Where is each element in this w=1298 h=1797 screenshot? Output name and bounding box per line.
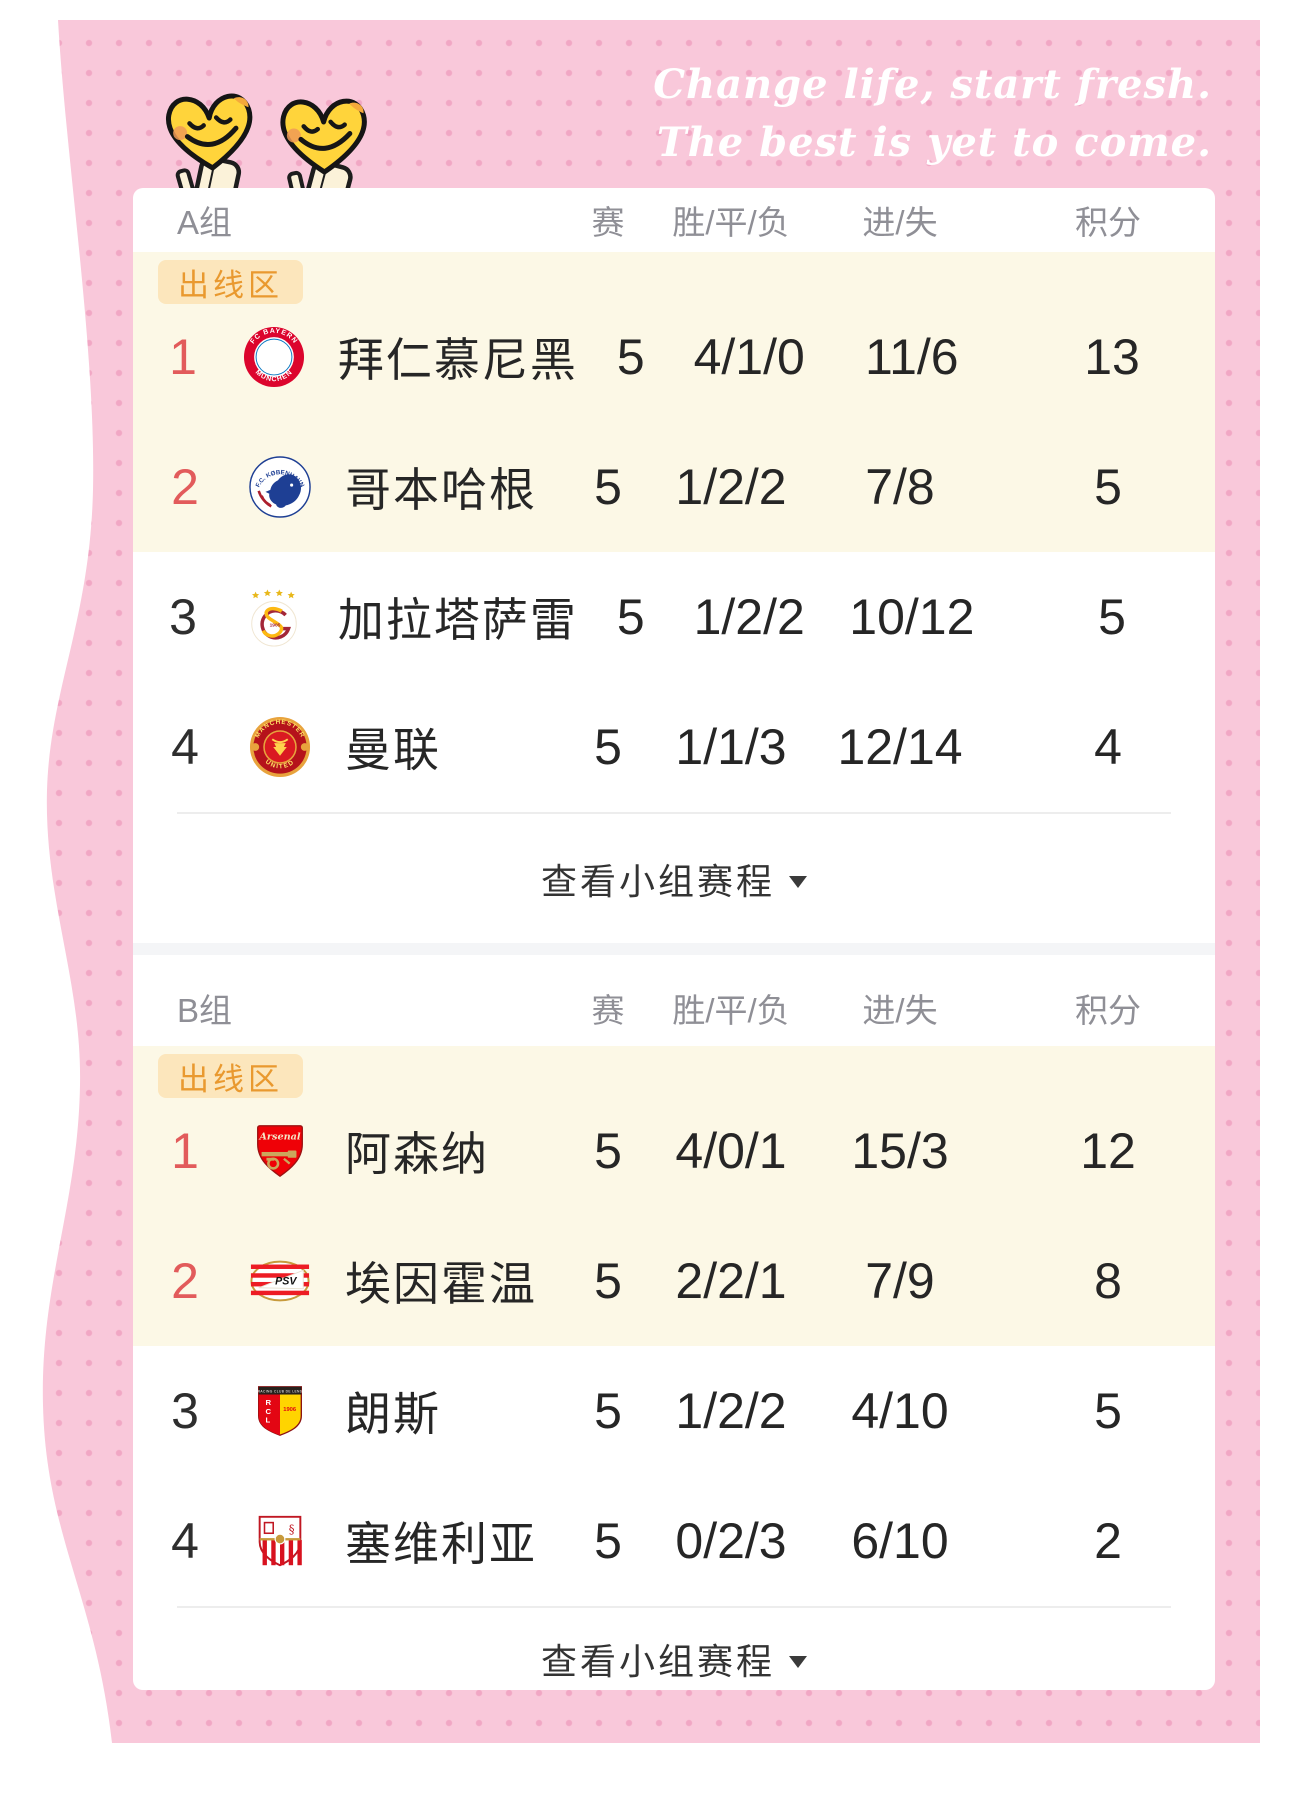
view-group-schedule-label: 查看小组赛程 [540,860,775,902]
col-header-wdl: 胜/平/负 [672,991,790,1029]
team-rank: 2 [171,1253,199,1309]
team-games-played: 5 [594,459,622,515]
team-row: 1 阿森纳 5 4/0/1 15/3 12 [133,1086,1215,1216]
col-header-points: 积分 [1075,991,1141,1029]
col-header-wdl: 胜/平/负 [672,204,790,241]
view-group-schedule-link[interactable]: 查看小组赛程 [133,814,1215,943]
team-rank: 1 [171,1123,199,1179]
team-name: 塞维利亚 [345,1518,537,1570]
team-win-draw-loss: 4/0/1 [675,1123,787,1179]
team-goals-for-against: 10/12 [849,589,975,645]
team-games-played: 5 [594,1383,622,1439]
team-goals-for-against: 11/6 [865,329,959,385]
manutd-logo [237,716,323,778]
team-goals-for-against: 12/14 [837,719,963,775]
team-win-draw-loss: 1/1/3 [675,719,787,775]
team-row: 4 曼联 5 1/1/3 12/14 4 [133,682,1215,812]
team-rank: 3 [169,589,197,645]
team-name: 加拉塔萨雷 [337,594,578,646]
team-games-played: 5 [594,719,622,775]
wavy-left-border [0,20,112,1743]
team-rank: 3 [171,1383,199,1439]
team-games-played: 5 [594,1123,622,1179]
team-games-played: 5 [594,1513,622,1569]
standings-card: A组 赛 胜/平/负 进/失 积分 出线区 1 拜仁慕尼黑 5 4/1/0 11… [133,188,1215,1690]
col-header-games: 赛 [591,991,625,1029]
group-a-section: A组 赛 胜/平/负 进/失 积分 出线区 1 拜仁慕尼黑 5 4/1/0 11… [133,188,1215,943]
col-header-goals: 进/失 [862,204,938,241]
team-points: 5 [1094,459,1122,515]
team-name: 拜仁慕尼黑 [337,334,578,386]
team-row: 1 拜仁慕尼黑 5 4/1/0 11/6 13 [133,292,1215,422]
chevron-down-icon [789,1656,807,1668]
team-name: 朗斯 [345,1388,441,1440]
psv-logo [237,1250,323,1312]
divider [177,812,1171,814]
team-points: 8 [1094,1253,1122,1309]
team-win-draw-loss: 1/2/2 [675,1383,787,1439]
team-games-played: 5 [616,329,645,385]
col-header-points: 积分 [1075,204,1141,241]
group-a-title: A组 [177,204,233,241]
team-row: 2 埃因霍温 5 2/2/1 7/9 8 [133,1216,1215,1346]
team-points: 12 [1080,1123,1136,1179]
team-points: 4 [1094,719,1122,775]
team-points: 13 [1084,329,1140,385]
team-row: 2 哥本哈根 5 1/2/2 7/8 5 [133,422,1215,552]
lens-logo [237,1380,323,1442]
team-rank: 4 [171,1513,199,1569]
copenhagen-logo [237,456,323,518]
team-win-draw-loss: 1/2/2 [693,589,805,645]
team-goals-for-against: 6/10 [851,1513,949,1569]
divider [177,1606,1171,1608]
view-group-schedule-link[interactable]: 查看小组赛程 [133,1608,1215,1690]
team-row: 3 朗斯 5 1/2/2 4/10 5 [133,1346,1215,1476]
team-goals-for-against: 15/3 [851,1123,949,1179]
slogan-line-2: The best is yet to come. [656,119,1212,166]
qualification-badge-row: 出线区 [133,252,1215,304]
col-header-goals: 进/失 [862,991,938,1029]
galatasaray-logo [233,586,316,648]
team-points: 2 [1094,1513,1122,1569]
team-rank: 1 [169,329,197,385]
team-win-draw-loss: 1/2/2 [675,459,787,515]
team-points: 5 [1094,1383,1122,1439]
group-b-header-row: B组 赛 胜/平/负 进/失 积分 [133,955,1215,1046]
team-name: 阿森纳 [345,1128,489,1180]
qualification-badge-row: 出线区 [133,1046,1215,1098]
team-goals-for-against: 7/8 [865,459,935,515]
team-name: 埃因霍温 [345,1258,537,1310]
bayern-logo [233,326,316,388]
slogan-line-1: Change life, start fresh. [653,61,1212,108]
group-b-section: B组 赛 胜/平/负 进/失 积分 出线区 1 阿森纳 5 4/0/1 15/3… [133,955,1215,1690]
section-separator [133,943,1215,955]
team-points: 5 [1098,589,1126,645]
team-row: 3 加拉塔萨雷 5 1/2/2 10/12 5 [133,552,1215,682]
slogan: Change life, start fresh. The best is ye… [653,56,1212,172]
team-win-draw-loss: 0/2/3 [675,1513,787,1569]
team-rank: 4 [171,719,199,775]
qualification-badge: 出线区 [158,260,303,304]
sevilla-logo [237,1510,323,1572]
chevron-down-icon [789,875,807,888]
team-name: 曼联 [345,724,441,776]
view-group-schedule-label: 查看小组赛程 [540,1641,775,1682]
team-win-draw-loss: 4/1/0 [693,329,805,385]
group-a-header-row: A组 赛 胜/平/负 进/失 积分 [133,188,1215,252]
qualification-zone: 出线区 1 阿森纳 5 4/0/1 15/3 12 2 埃因霍温 5 2/2/1… [133,1046,1215,1346]
team-name: 哥本哈根 [345,464,537,516]
team-goals-for-against: 4/10 [851,1383,949,1439]
qualification-zone: 出线区 1 拜仁慕尼黑 5 4/1/0 11/6 13 2 哥本哈根 5 1/2… [133,252,1215,552]
team-games-played: 5 [616,589,645,645]
team-row: 4 塞维利亚 5 0/2/3 6/10 2 [133,1476,1215,1606]
team-goals-for-against: 7/9 [865,1253,935,1309]
team-rank: 2 [171,459,199,515]
team-games-played: 5 [594,1253,622,1309]
team-win-draw-loss: 2/2/1 [675,1253,787,1309]
col-header-games: 赛 [591,204,625,241]
qualification-badge: 出线区 [158,1054,303,1098]
group-b-title: B组 [177,991,233,1029]
arsenal-logo [237,1120,323,1182]
